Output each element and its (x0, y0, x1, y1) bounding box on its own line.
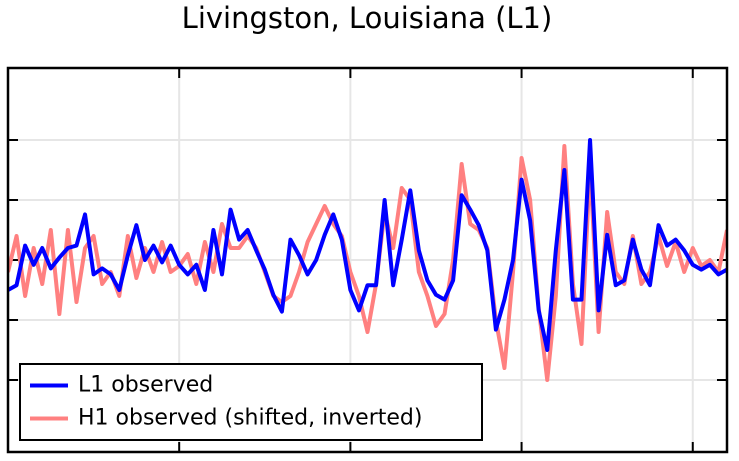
legend-label: L1 observed (78, 373, 213, 398)
line-series (8, 144, 727, 382)
line-series (8, 138, 727, 352)
legend-label: H1 observed (shifted, inverted) (78, 406, 422, 431)
legend-box (19, 363, 483, 441)
plot-frame (6, 66, 729, 454)
chart-title: Livingston, Louisiana (L1) (182, 1, 553, 35)
